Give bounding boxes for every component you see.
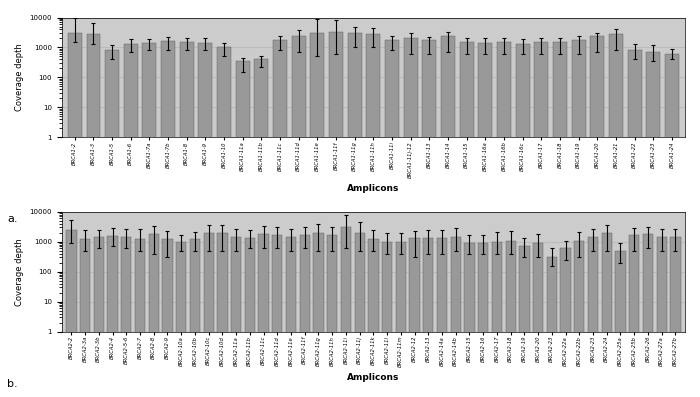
- Bar: [143, 43, 157, 397]
- Bar: [161, 41, 175, 397]
- Bar: [492, 242, 502, 397]
- Bar: [329, 32, 343, 397]
- Bar: [497, 42, 511, 397]
- Bar: [657, 237, 667, 397]
- Bar: [424, 238, 433, 397]
- Bar: [94, 237, 104, 397]
- Bar: [404, 39, 418, 397]
- Bar: [348, 33, 362, 397]
- Bar: [107, 236, 118, 397]
- Bar: [519, 247, 529, 397]
- Bar: [464, 243, 475, 397]
- Bar: [572, 40, 586, 397]
- Bar: [121, 237, 132, 397]
- Bar: [124, 44, 138, 397]
- Bar: [670, 237, 680, 397]
- Bar: [615, 251, 626, 397]
- Bar: [292, 36, 306, 397]
- Bar: [204, 233, 214, 397]
- Bar: [68, 33, 82, 397]
- Bar: [588, 237, 598, 397]
- Bar: [534, 42, 548, 397]
- Y-axis label: Coverage depth: Coverage depth: [15, 238, 24, 306]
- Text: a.: a.: [7, 214, 18, 224]
- Bar: [341, 227, 351, 397]
- Bar: [601, 233, 612, 397]
- Bar: [385, 40, 399, 397]
- Bar: [148, 234, 159, 397]
- Bar: [395, 242, 406, 397]
- Bar: [451, 237, 461, 397]
- Bar: [66, 230, 76, 397]
- Bar: [478, 43, 492, 397]
- Bar: [245, 238, 255, 397]
- Y-axis label: Coverage depth: Coverage depth: [15, 44, 24, 111]
- Bar: [217, 48, 231, 397]
- Bar: [314, 233, 323, 397]
- Bar: [180, 42, 194, 397]
- Bar: [327, 235, 337, 397]
- Bar: [254, 59, 268, 397]
- Bar: [643, 234, 653, 397]
- Bar: [533, 243, 543, 397]
- Bar: [368, 239, 379, 397]
- Bar: [553, 42, 567, 397]
- Bar: [646, 52, 660, 397]
- Bar: [382, 242, 392, 397]
- Bar: [665, 54, 679, 397]
- Bar: [547, 257, 557, 397]
- Bar: [272, 235, 282, 397]
- Bar: [135, 239, 145, 397]
- Bar: [629, 235, 639, 397]
- Bar: [258, 234, 269, 397]
- Bar: [105, 50, 119, 397]
- Bar: [516, 44, 530, 397]
- Bar: [176, 242, 186, 397]
- Bar: [199, 43, 213, 397]
- Bar: [310, 33, 324, 397]
- Bar: [437, 238, 447, 397]
- Bar: [190, 239, 200, 397]
- Bar: [236, 61, 250, 397]
- Bar: [628, 50, 642, 397]
- Bar: [410, 238, 420, 397]
- Bar: [505, 241, 516, 397]
- Bar: [80, 239, 90, 397]
- Bar: [231, 237, 241, 397]
- Bar: [574, 241, 584, 397]
- X-axis label: Amplicons: Amplicons: [347, 184, 400, 193]
- Bar: [561, 249, 570, 397]
- Bar: [300, 235, 310, 397]
- Bar: [422, 40, 436, 397]
- Bar: [286, 237, 296, 397]
- Bar: [609, 34, 623, 397]
- Bar: [366, 34, 380, 397]
- Bar: [460, 42, 474, 397]
- Bar: [273, 40, 287, 397]
- Bar: [354, 233, 365, 397]
- Bar: [478, 243, 489, 397]
- Bar: [590, 36, 604, 397]
- Text: b.: b.: [7, 379, 18, 389]
- X-axis label: Amplicons: Amplicons: [347, 373, 400, 382]
- Bar: [441, 36, 455, 397]
- Bar: [162, 239, 173, 397]
- Bar: [217, 233, 228, 397]
- Bar: [87, 34, 101, 397]
